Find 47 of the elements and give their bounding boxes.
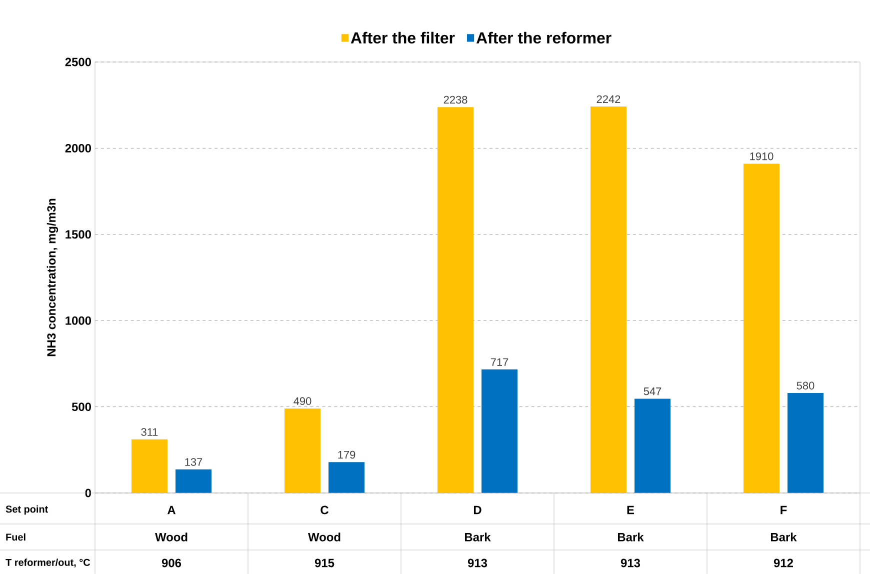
- y-tick-label: 500: [72, 402, 91, 412]
- y-tick-label: 0: [85, 488, 91, 498]
- text: Bark: [618, 532, 644, 542]
- text: Set point: [6, 505, 48, 515]
- bar: [284, 408, 321, 493]
- data-label: 580: [796, 382, 814, 390]
- bar: [132, 439, 168, 493]
- bar: [788, 393, 824, 493]
- text: 913: [468, 558, 488, 568]
- data-label: 311: [141, 428, 158, 436]
- data-label: 490: [294, 397, 312, 406]
- bar: [328, 462, 365, 493]
- bar: [590, 106, 627, 493]
- legend-label: After the reformer: [476, 32, 612, 44]
- data-label: 2238: [444, 96, 468, 104]
- y-tick-label: 1500: [66, 230, 91, 239]
- text: Wood: [308, 532, 340, 542]
- bar: [176, 469, 212, 493]
- data-label: 137: [185, 458, 202, 466]
- x-tick-label: C: [320, 506, 329, 514]
- bar: [744, 164, 780, 493]
- text: 912: [774, 558, 793, 568]
- bar: [482, 369, 518, 493]
- text: Bark: [771, 532, 797, 542]
- bar: [438, 107, 474, 493]
- text: Wood: [155, 532, 188, 542]
- x-tick-label: E: [627, 506, 634, 514]
- legend-label: After the filter: [350, 32, 455, 44]
- text: T reformer/out, °C: [6, 558, 90, 568]
- y-tick-label: 1000: [66, 316, 91, 325]
- text: 915: [314, 558, 334, 568]
- x-tick-label: A: [167, 506, 176, 514]
- x-tick-label: D: [474, 506, 482, 514]
- x-tick-label: F: [780, 506, 787, 514]
- text: 906: [162, 558, 182, 568]
- text: Bark: [465, 532, 491, 542]
- y-tick-label: 2500: [65, 58, 91, 66]
- text: Fuel: [6, 533, 26, 541]
- text: 913: [620, 558, 640, 568]
- bar: [634, 398, 671, 493]
- data-label: 547: [644, 388, 662, 396]
- data-label: 717: [490, 358, 508, 366]
- data-label: 2242: [596, 95, 620, 103]
- data-label: 179: [338, 450, 356, 459]
- data-label: 1910: [750, 152, 774, 160]
- y-axis-title: NH3 concentration, mg/m3n: [46, 198, 58, 356]
- y-tick-label: 2000: [65, 144, 91, 152]
